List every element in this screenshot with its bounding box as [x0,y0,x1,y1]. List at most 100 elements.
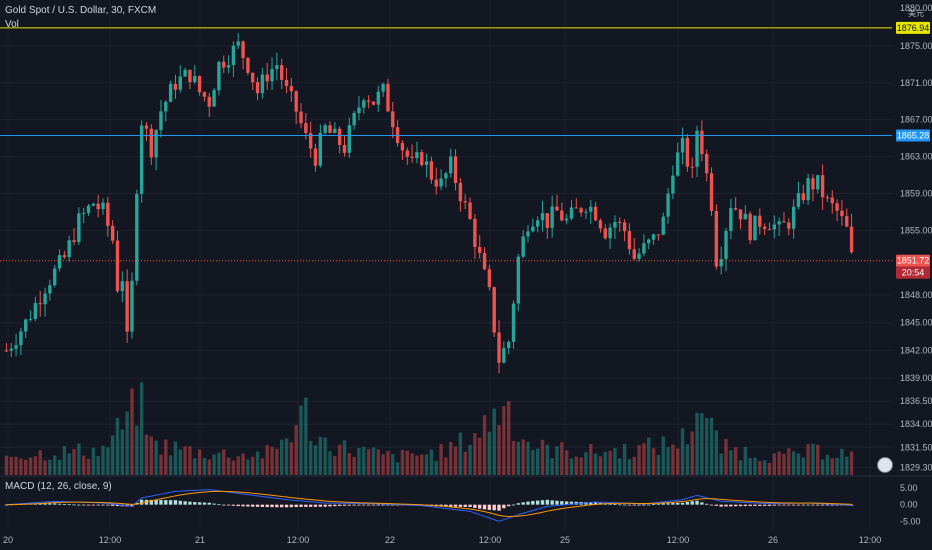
macd-hist-97 [473,504,477,508]
volume-bar-109 [531,449,535,475]
macd-pane [4,489,854,522]
candle-body-42 [207,96,211,107]
time-axis[interactable]: 20 12:00 21 12:00 22 12:00 25 12:00 26 12:00 [3,535,881,545]
volume-bar-45 [222,449,226,475]
volume-bar-35 [173,441,178,475]
candle-body-95 [463,201,467,203]
price-tick-2: 1867.00 [900,115,932,125]
volume-bar-154 [748,457,752,475]
price-tick-13: 1829.30 [900,463,932,473]
macd-hist-41 [202,502,207,505]
volume-bar-14 [72,448,76,475]
volume-bar-100 [487,431,492,475]
flag-icon[interactable] [877,457,893,473]
volume-bar-82 [400,449,405,475]
volume-bar-120 [584,452,588,475]
volume-bar-31 [154,440,158,475]
candle-body-98 [478,246,482,253]
volume-bar-137 [666,447,670,475]
macd-hist-80 [391,504,395,506]
candle-body-56 [275,65,279,69]
price-axis[interactable]: 1875.00 1871.00 1867.00 1863.00 1859.00 1855.… [900,3,932,526]
macd-hist-77 [376,504,380,506]
volume-bar-113 [550,458,554,475]
candle-body-32 [159,111,163,131]
candle-body-71 [347,125,352,153]
volume-bar-122 [593,453,598,475]
volume-bar-163 [791,451,796,475]
volume-bar-164 [796,453,801,475]
volume-bar-132 [642,443,646,475]
candle-body-142 [690,166,694,168]
macd-hist-64 [313,504,318,507]
candle-body-163 [791,206,796,229]
volume-bar-103 [502,406,506,475]
candle-body-11 [57,255,62,269]
time-tick-5: 12:00 [479,535,502,545]
macd-hist-117 [569,501,574,505]
candle-body-139 [676,152,680,176]
macd-hist-167 [811,504,815,506]
volume-bar-170 [825,454,830,475]
macd-hist-146 [709,504,714,506]
volume-bar-128 [622,443,627,475]
candle-body-107 [521,236,525,257]
candle-body-24 [120,281,125,292]
candle-body-143 [695,130,699,167]
volume-bar-54 [265,444,269,475]
macd-hist-140 [680,502,685,505]
volume-bar-64 [313,445,318,475]
macd-hist-138 [671,503,675,505]
volume-bar-27 [135,425,139,475]
time-tick-3: 12:00 [287,535,310,545]
blue-level-tag [896,129,930,142]
macd-hist-32 [159,500,163,505]
macd-hist-44 [217,504,221,506]
candle-body-49 [241,41,245,58]
macd-hist-160 [777,504,781,506]
volume-bar-91 [444,457,448,475]
volume-bar-168 [816,444,820,475]
candle-body-165 [801,193,805,201]
volume-bar-110 [535,448,540,475]
candle-body-92 [449,156,453,174]
macd-hist-99 [482,504,487,510]
macd-hist-42 [207,502,211,505]
volume-bar-149 [724,438,728,475]
price-tick-8: 1842.00 [900,345,932,355]
macd-hist-147 [714,504,719,506]
macd-hist-38 [188,501,192,505]
macd-tick-0: 5.00 [900,483,918,493]
candle-body-94 [458,183,463,202]
candle-body-119 [579,208,583,213]
volume-bar-133 [647,437,651,475]
volume-bar-42 [207,459,211,475]
candle-body-160 [777,221,781,225]
macd-hist-33 [164,500,168,505]
price-tick-4: 1859.00 [900,189,932,199]
volume-bar-138 [671,444,675,475]
candle-body-128 [622,222,627,232]
candle-body-152 [738,209,743,220]
volume-bar-156 [758,461,762,475]
macd-hist-92 [449,504,453,507]
price-lines[interactable]: 1876.94 1865.28 1851.72 20:54 [0,21,930,279]
macd-hist-113 [550,500,554,505]
volume-bar-87 [424,454,429,475]
macd-hist-169 [820,504,825,506]
yellow-level-label: 1876.94 [897,23,930,33]
volume-bar-16 [81,455,86,475]
candle-body-91 [444,173,448,179]
volume-bar-86 [420,454,424,475]
candle-body-47 [231,45,236,66]
volume-bar-29 [144,434,149,475]
volume-bar-106 [516,441,521,475]
macd-hist-103 [502,504,506,509]
volume-bar-121 [589,443,593,475]
candle-body-135 [656,234,661,236]
macd-hist-31 [154,499,158,505]
volume-bar-78 [381,454,385,475]
macd-hist-47 [231,504,236,506]
volume-bar-69 [337,444,342,475]
